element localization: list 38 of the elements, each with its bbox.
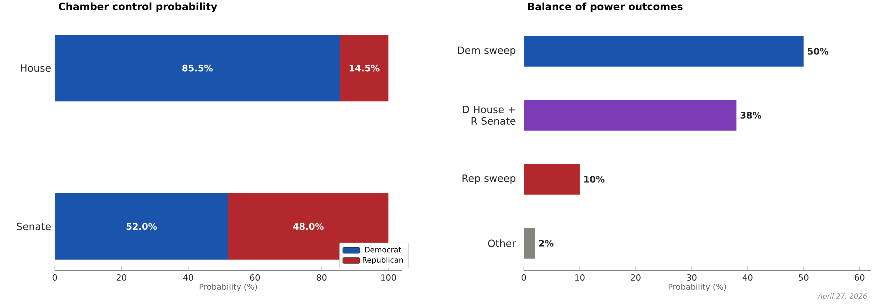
data-label: 52.0%: [126, 223, 158, 230]
data-label: 50%: [808, 48, 829, 55]
data-label: 85.5%: [182, 64, 213, 72]
x-axis-title: Probability (%): [200, 284, 258, 292]
x-axis-title: Probability (%): [668, 284, 726, 292]
y-tick-label: Other: [488, 240, 516, 248]
x-tick-label: 40: [742, 274, 753, 281]
x-tick-label: 40: [183, 274, 194, 281]
y-tick-label: Dem sweep: [458, 46, 516, 56]
x-tick-label: 20: [631, 274, 641, 281]
x-tick-label: 0: [522, 274, 526, 281]
x-tick-label: 60: [855, 274, 865, 281]
bar: [524, 164, 580, 195]
text: Chamber control probability: [59, 2, 218, 12]
x-tick-label: 0: [52, 274, 58, 281]
y-tick-label: Rep sweep: [462, 174, 516, 184]
y-tick-label: Senate: [17, 222, 51, 230]
data-label: 14.5%: [350, 64, 380, 72]
bar: [340, 35, 389, 102]
bar: [524, 100, 737, 131]
x-tick-label: 60: [250, 274, 260, 281]
data-label: 48.0%: [293, 223, 324, 230]
x-tick-label: 50: [799, 274, 809, 281]
data-label: 2%: [539, 240, 554, 247]
y-tick-label: House: [21, 64, 51, 72]
x-tick-label: 30: [687, 274, 697, 281]
data-label: 10%: [584, 176, 605, 183]
chart-title: Balance of power outcomes: [528, 2, 683, 12]
x-tick-label: 10: [576, 274, 585, 281]
x-tick-label: 80: [317, 274, 327, 281]
bar: [524, 228, 536, 259]
bar: [524, 36, 804, 67]
data-label: 38%: [740, 112, 762, 119]
y-tick-label: D House + R Senate: [463, 106, 516, 125]
bar: [55, 35, 340, 102]
x-tick-label: 100: [381, 274, 396, 281]
bar: [55, 193, 229, 260]
x-tick-label: 20: [116, 274, 127, 281]
